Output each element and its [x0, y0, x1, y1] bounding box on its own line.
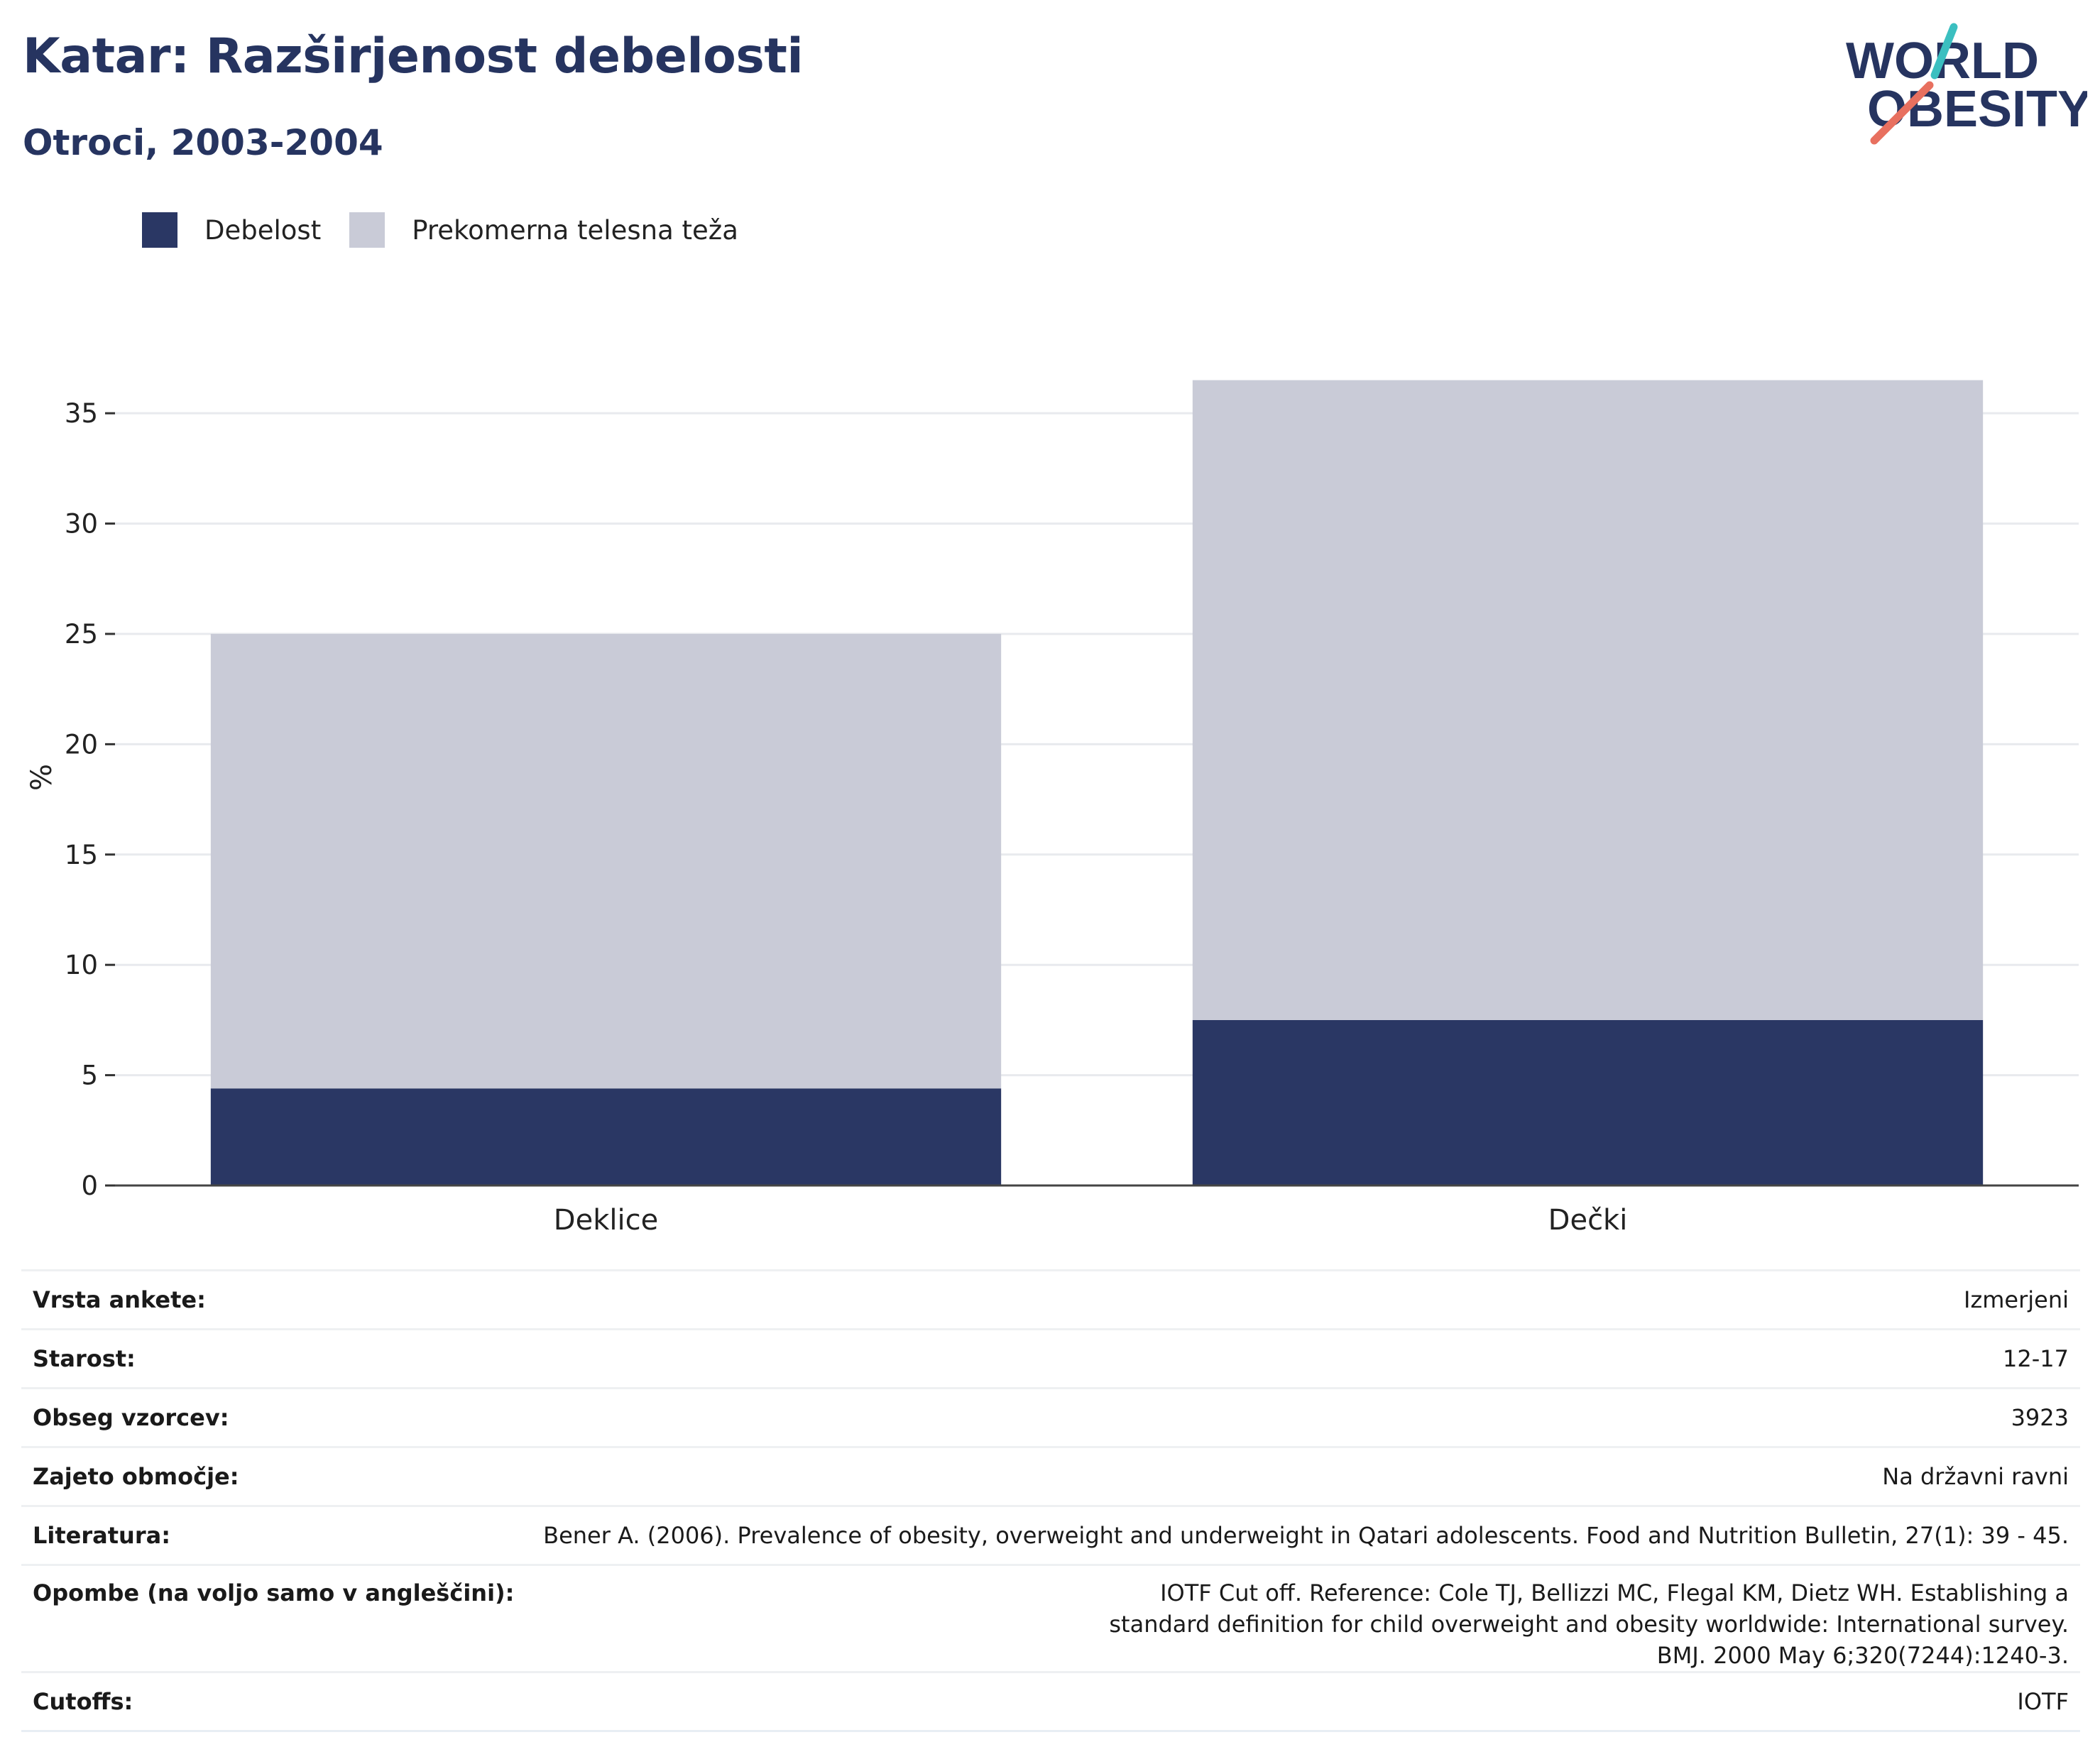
page-title: Katar: Razširjenost debelosti — [23, 28, 804, 84]
bar-segment — [210, 1088, 1002, 1185]
info-label: Literatura: — [33, 1522, 170, 1549]
chart-legend: Debelost Prekomerna telesna teža — [142, 210, 767, 250]
y-tick-label: 25 — [65, 619, 98, 650]
info-value: Na državni ravni — [1882, 1463, 2069, 1490]
y-tick-label: 10 — [65, 950, 98, 980]
x-tick-label: Deklice — [554, 1204, 658, 1237]
table-row: Opombe (na voljo samo v angleščini): IOT… — [21, 1565, 2080, 1672]
info-value: IOTF — [2017, 1688, 2069, 1715]
y-tick-label: 35 — [65, 398, 98, 429]
y-tick-label: 5 — [81, 1061, 98, 1091]
info-value: Izmerjeni — [1964, 1286, 2069, 1313]
x-tick-label: Dečki — [1548, 1204, 1628, 1237]
table-row: Cutoffs: IOTF — [21, 1672, 2080, 1731]
logo-accent-teal — [1930, 23, 1958, 80]
info-label: Opombe (na voljo samo v angleščini): — [33, 1579, 515, 1606]
world-obesity-logo: WORLD OBESITY — [1846, 23, 2087, 145]
bar-segment — [1192, 1019, 1984, 1185]
logo-accent-coral — [1870, 81, 1934, 145]
legend-swatch-debelost — [142, 212, 177, 248]
bar-segment — [1192, 380, 1984, 1020]
table-row: Starost: 12-17 — [21, 1329, 2080, 1389]
legend-item-debelost[interactable]: Debelost — [142, 212, 321, 248]
y-tick-label: 20 — [65, 729, 98, 760]
info-value: IOTF Cut off. Reference: Cole TJ, Belliz… — [1109, 1579, 2069, 1669]
info-value: 12-17 — [2003, 1345, 2069, 1372]
legend-label-debelost: Debelost — [204, 214, 322, 246]
y-tick-label: 0 — [81, 1171, 98, 1201]
table-row: Literatura: Bener A. (2006). Prevalence … — [21, 1506, 2080, 1565]
info-label: Obseg vzorcev: — [33, 1404, 229, 1431]
bar-chart: 0 5 10 15 20 25 30 35% Deklice Dečki — [26, 380, 2079, 1237]
table-row: Obseg vzorcev: 3923 — [21, 1388, 2080, 1447]
table-row: Vrsta ankete: Izmerjeni — [21, 1270, 2080, 1330]
info-label: Vrsta ankete: — [33, 1286, 206, 1313]
bar-segment — [210, 633, 1002, 1089]
page-subtitle: Otroci, 2003-2004 — [23, 122, 383, 163]
legend-label-prekomerna: Prekomerna telesna teža — [412, 214, 738, 246]
info-label: Cutoffs: — [33, 1688, 133, 1715]
y-tick-label: 30 — [65, 509, 98, 540]
info-value: Bener A. (2006). Prevalence of obesity, … — [543, 1522, 2069, 1549]
legend-swatch-prekomerna — [349, 212, 385, 248]
survey-info-table: Vrsta ankete: Izmerjeni Starost: 12-17 O… — [21, 1269, 2080, 1732]
info-label: Zajeto območje: — [33, 1463, 239, 1490]
legend-item-prekomerna[interactable]: Prekomerna telesna teža — [349, 212, 738, 248]
table-row: Zajeto območje: Na državni ravni — [21, 1447, 2080, 1506]
y-tick-label: 15 — [65, 840, 98, 870]
y-axis-label: % — [26, 764, 58, 791]
info-value: 3923 — [2011, 1404, 2069, 1431]
info-label: Starost: — [33, 1345, 136, 1372]
